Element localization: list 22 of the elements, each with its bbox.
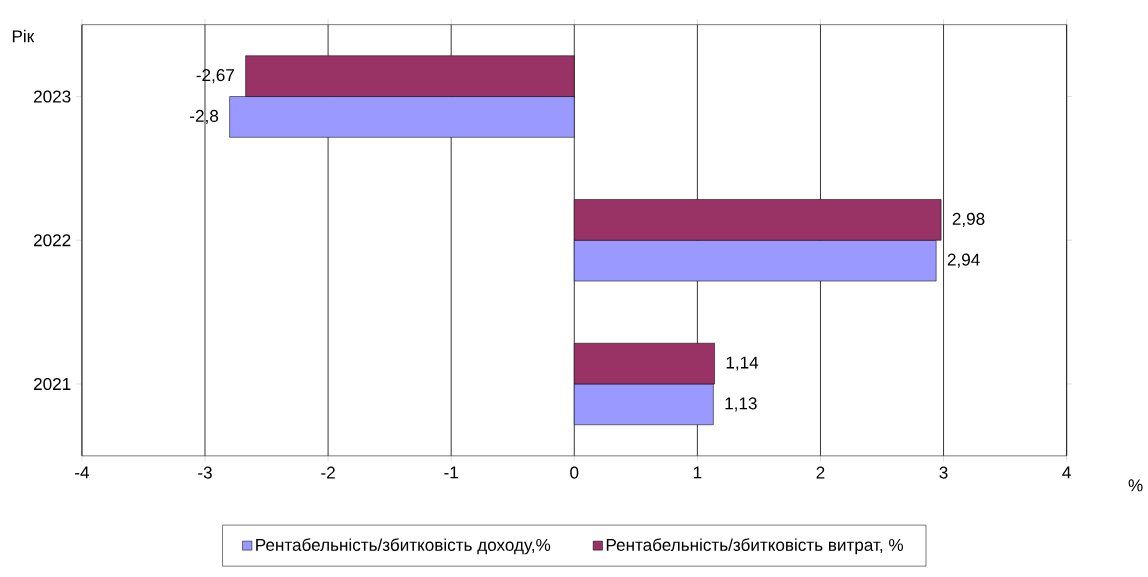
x-tick-label: 4 — [1062, 466, 1071, 479]
data-label: 2,94 — [947, 253, 980, 268]
x-axis-title: % — [1128, 479, 1143, 492]
data-label: -2,8 — [190, 109, 219, 124]
legend-label: Рентабельність/збитковість витрат, % — [606, 538, 904, 555]
x-tick-label: -3 — [198, 466, 212, 479]
data-label: 1,14 — [726, 356, 759, 371]
legend-label: Рентабельність/збитковість доходу,% — [256, 538, 551, 555]
data-label: -2,67 — [196, 68, 234, 84]
x-tick-label: -4 — [75, 466, 90, 479]
data-label: 1,13 — [725, 397, 757, 412]
data-label: 2,98 — [952, 212, 985, 227]
x-tick-label: 3 — [939, 466, 948, 479]
y-tick-label: 2023 — [34, 90, 71, 103]
y-axis-title: Рік — [12, 29, 35, 43]
x-tick-label: -2 — [321, 466, 335, 479]
x-tick-label: 0 — [570, 466, 579, 479]
y-tick-label: 2021 — [34, 377, 71, 390]
x-tick-label: 2 — [816, 466, 825, 479]
x-tick-label: 1 — [693, 466, 702, 479]
y-tick-label: 2022 — [34, 234, 71, 247]
x-tick-label: -1 — [444, 466, 458, 479]
